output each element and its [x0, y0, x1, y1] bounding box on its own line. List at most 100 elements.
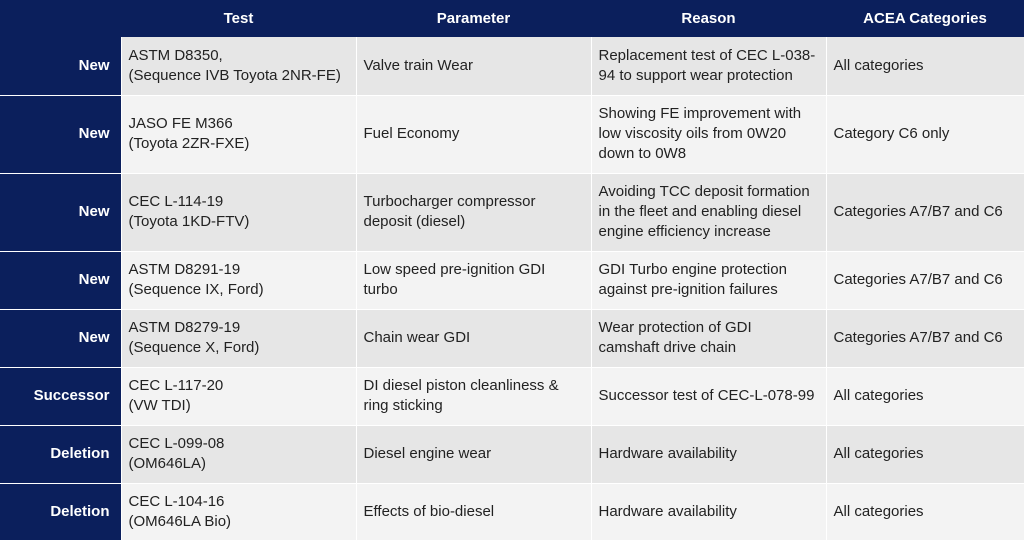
header-acea-categories: ACEA Categories [826, 0, 1024, 37]
cell-line: Replacement test of CEC L-038- [598, 46, 816, 64]
cell-line: in the fleet and enabling diesel [598, 203, 802, 220]
table-row: Deletion CEC L-104-16 (OM646LA Bio) Effects… [0, 483, 1024, 541]
cell-line: CEC L-114-19 [128, 193, 224, 210]
cell-line: deposit (diesel) [363, 213, 466, 230]
header-parameter: Parameter [356, 0, 592, 37]
cell-line: low viscosity oils from 0W20 [598, 125, 787, 142]
cell-line: engine efficiency increase [598, 223, 771, 240]
cell-line: (VW TDI) [128, 397, 191, 414]
cell-reason: Successor test of CEC-L-078-99 [591, 367, 827, 426]
cell-line: All categories [833, 387, 924, 404]
cell-parameter: DI diesel piston cleanliness & ring stick… [356, 367, 592, 426]
cell-categories: Categories A7/B7 and C6 [826, 251, 1024, 310]
row-status: Deletion [0, 425, 122, 484]
header-row: Test Parameter Reason ACEA Categories [0, 0, 1024, 37]
row-status: New [0, 95, 122, 174]
row-status: Deletion [0, 483, 122, 541]
cell-line: ASTM D8291-19 [128, 261, 241, 278]
header-test: Test [121, 0, 357, 37]
row-status: Successor [0, 367, 122, 426]
cell-line: All categories [833, 502, 924, 520]
cell-line: (Toyota 1KD-FTV) [128, 213, 250, 230]
cell-line: Avoiding TCC deposit formation [598, 183, 810, 200]
cell-line: (Toyota 2ZR-FXE) [128, 135, 250, 152]
cell-line: Valve train Wear [363, 56, 474, 74]
cell-line: Hardware availability [598, 445, 737, 462]
cell-categories: All categories [826, 37, 1024, 96]
cell-line: CEC L-099-08 [128, 435, 225, 452]
cell-line: Fuel Economy [363, 125, 460, 142]
cell-line: Chain wear GDI [363, 329, 471, 346]
cell-parameter: Diesel engine wear [356, 425, 592, 484]
cell-test: CEC L-104-16 (OM646LA Bio) [121, 483, 357, 541]
row-status: New [0, 37, 122, 96]
cell-test: ASTM D8279-19 (Sequence X, Ford) [121, 309, 357, 368]
cell-parameter: Low speed pre-ignition GDI turbo [356, 251, 592, 310]
cell-categories: All categories [826, 425, 1024, 484]
table-row: New CEC L-114-19 (Toyota 1KD-FTV) Turbochar… [0, 173, 1024, 252]
table-row: New JASO FE M366 (Toyota 2ZR-FXE) Fuel Econ… [0, 95, 1024, 174]
table-row: New ASTM D8291-19 (Sequence IX, Ford) Low s… [0, 251, 1024, 310]
cell-line: (Sequence IVB Toyota 2NR-FE) [128, 66, 341, 84]
cell-line: turbo [363, 281, 398, 298]
cell-line: CEC L-117-20 [128, 377, 224, 394]
cell-line: (OM646LA) [128, 455, 207, 472]
cell-line: JASO FE M366 [128, 115, 233, 132]
cell-line: ASTM D8350, [128, 46, 223, 64]
cell-reason: GDI Turbo engine protection against pre-i… [591, 251, 827, 310]
table-body: New ASTM D8350, (Sequence IVB Toyota 2NR-F… [0, 37, 1024, 541]
cell-line: (Sequence X, Ford) [128, 339, 260, 356]
cell-line: CEC L-104-16 [128, 492, 225, 510]
table-row: Deletion CEC L-099-08 (OM646LA) Diesel engi… [0, 425, 1024, 484]
cell-reason: Avoiding TCC deposit formation in the fle… [591, 173, 827, 252]
cell-line: All categories [833, 445, 924, 462]
cell-line: Hardware availability [598, 502, 737, 520]
cell-line: Diesel engine wear [363, 445, 492, 462]
cell-parameter: Fuel Economy [356, 95, 592, 174]
cell-categories: Categories A7/B7 and C6 [826, 173, 1024, 252]
cell-reason: Showing FE improvement with low viscosity… [591, 95, 827, 174]
cell-test: ASTM D8350, (Sequence IVB Toyota 2NR-FE) [121, 37, 357, 96]
cell-line: Low speed pre-ignition GDI [363, 261, 546, 278]
cell-parameter: Effects of bio-diesel [356, 483, 592, 541]
cell-test: CEC L-099-08 (OM646LA) [121, 425, 357, 484]
cell-line: DI diesel piston cleanliness & [363, 377, 559, 394]
cell-line: (Sequence IX, Ford) [128, 281, 264, 298]
cell-test: ASTM D8291-19 (Sequence IX, Ford) [121, 251, 357, 310]
cell-test: CEC L-117-20 (VW TDI) [121, 367, 357, 426]
row-status: New [0, 309, 122, 368]
cell-categories: All categories [826, 367, 1024, 426]
cell-reason: Hardware availability [591, 425, 827, 484]
cell-line: camshaft drive chain [598, 339, 737, 356]
cell-line: Categories A7/B7 and C6 [833, 329, 1003, 346]
cell-categories: Categories A7/B7 and C6 [826, 309, 1024, 368]
cell-parameter: Valve train Wear [356, 37, 592, 96]
cell-line: Effects of bio-diesel [363, 502, 495, 520]
cell-line: Category C6 only [833, 125, 950, 142]
cell-line: (OM646LA Bio) [128, 512, 232, 530]
cell-line: All categories [833, 56, 924, 74]
cell-line: Wear protection of GDI [598, 319, 752, 336]
cell-line: down to 0W8 [598, 145, 687, 162]
table-row: New ASTM D8350, (Sequence IVB Toyota 2NR-F… [0, 37, 1024, 96]
cell-line: Turbocharger compressor [363, 193, 536, 210]
cell-categories: Category C6 only [826, 95, 1024, 174]
cell-reason: Hardware availability [591, 483, 827, 541]
cell-line: ASTM D8279-19 [128, 319, 241, 336]
cell-line: Categories A7/B7 and C6 [833, 271, 1003, 288]
cell-line: against pre-ignition failures [598, 281, 778, 298]
cell-line: GDI Turbo engine protection [598, 261, 787, 278]
row-status: New [0, 173, 122, 252]
cell-line: 94 to support wear protection [598, 66, 793, 84]
cell-reason: Wear protection of GDI camshaft drive cha… [591, 309, 827, 368]
cell-line: Showing FE improvement with [598, 105, 802, 122]
cell-parameter: Chain wear GDI [356, 309, 592, 368]
header-reason: Reason [591, 0, 827, 37]
header-status [0, 0, 122, 37]
cell-test: JASO FE M366 (Toyota 2ZR-FXE) [121, 95, 357, 174]
cell-line: ring sticking [363, 397, 443, 414]
cell-test: CEC L-114-19 (Toyota 1KD-FTV) [121, 173, 357, 252]
cell-reason: Replacement test of CEC L-038- 94 to supp… [591, 37, 827, 96]
table-row: New ASTM D8279-19 (Sequence X, Ford) Chain … [0, 309, 1024, 368]
